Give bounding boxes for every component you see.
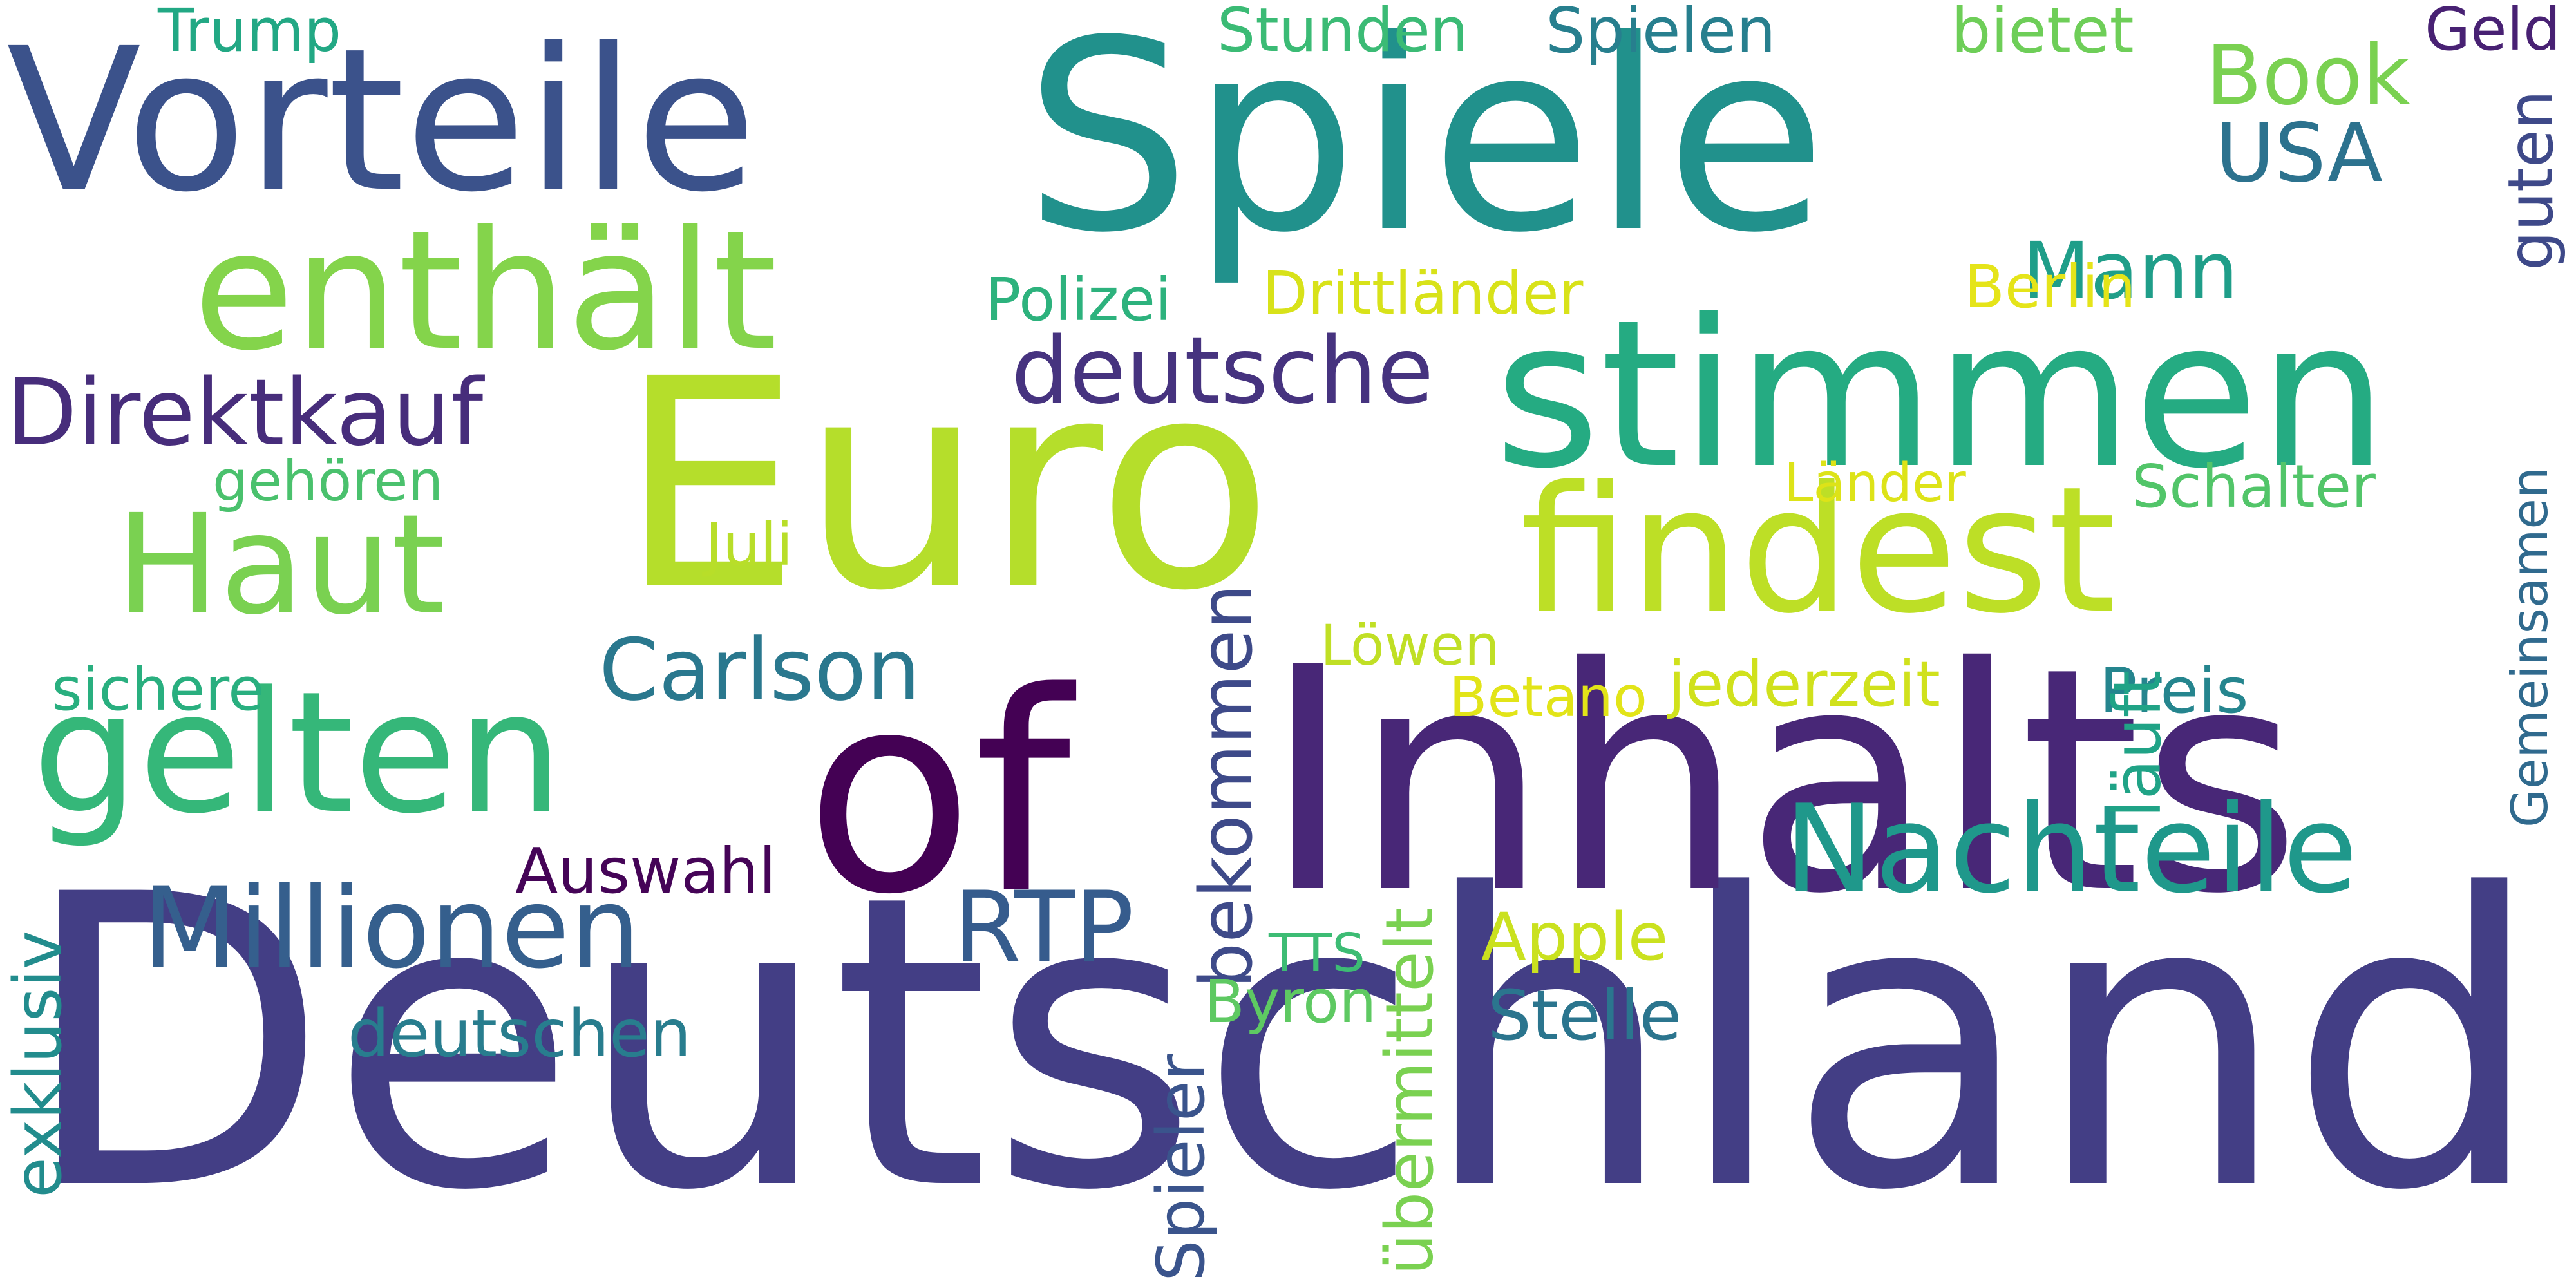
word-deutschland: Deutschland xyxy=(19,810,2544,1279)
word-berlin: Berlin xyxy=(1964,252,2136,321)
word-laender: Länder xyxy=(1784,453,1966,514)
word-vorteile: Vorteile xyxy=(6,6,757,236)
word-laeuft: läuft xyxy=(2099,670,2176,818)
word-gehoeren: gehören xyxy=(213,450,444,514)
word-usa: USA xyxy=(2215,105,2383,200)
word-carlson: Carlson xyxy=(599,621,921,720)
word-juli: Juli xyxy=(705,510,793,579)
word-apple: Apple xyxy=(1481,899,1669,976)
word-betano: Betano xyxy=(1449,665,1647,730)
word-tts: TTS xyxy=(1269,923,1366,984)
word-nachteile: Nachteile xyxy=(1784,779,2358,920)
word-bietet: bietet xyxy=(1951,0,2134,67)
word-sichere: sichere xyxy=(52,655,265,724)
word-guten: guten xyxy=(2494,90,2567,270)
word-stimmen: stimmen xyxy=(1494,276,2388,513)
word-schalter: Schalter xyxy=(2132,452,2376,521)
word-drittlaender: Drittländer xyxy=(1262,259,1584,328)
word-stelle: Stelle xyxy=(1488,976,1682,1056)
word-rtp: RTP xyxy=(953,871,1134,985)
word-jederzeit: jederzeit xyxy=(1668,648,1940,721)
word-inhalts: Inhalts xyxy=(1262,602,2302,961)
word-geld: Geld xyxy=(2425,0,2561,64)
word-uebermittelt: übermittelt xyxy=(1372,907,1448,1275)
word-deutschen: deutschen xyxy=(348,996,692,1072)
word-gemeinsamen: Gemeinsamen xyxy=(2501,467,2560,828)
word-preis: Preis xyxy=(2099,654,2249,727)
word-findest: findest xyxy=(1520,449,2117,652)
word-stunden: Stunden xyxy=(1217,0,1468,66)
word-direktkauf: Direktkauf xyxy=(6,359,484,466)
word-trump: Trump xyxy=(158,0,341,65)
word-byron: Byron xyxy=(1204,967,1377,1036)
word-book: Book xyxy=(2206,28,2410,124)
word-millionen: Millionen xyxy=(142,863,641,993)
word-of: of xyxy=(805,634,1071,955)
word-deutsche: deutsche xyxy=(1011,317,1434,424)
word-spielen: Spielen xyxy=(1546,0,1776,67)
word-euro: Euro xyxy=(618,317,1274,654)
word-gelten: gelten xyxy=(32,656,564,851)
word-bekommen: bekommen xyxy=(1184,583,1269,989)
word-polizei: Polizei xyxy=(985,265,1172,334)
word-spiele: Spiele xyxy=(1024,0,1827,290)
word-exklusiv: exklusiv xyxy=(0,930,77,1198)
word-spieler: Spieler xyxy=(1143,1054,1220,1282)
word-haut: Haut xyxy=(116,484,446,645)
word-enthaelt: enthält xyxy=(193,196,778,387)
word-mann: Mann xyxy=(2022,225,2239,317)
word-loewen: Löwen xyxy=(1320,614,1500,678)
word-auswahl: Auswahl xyxy=(515,835,777,907)
